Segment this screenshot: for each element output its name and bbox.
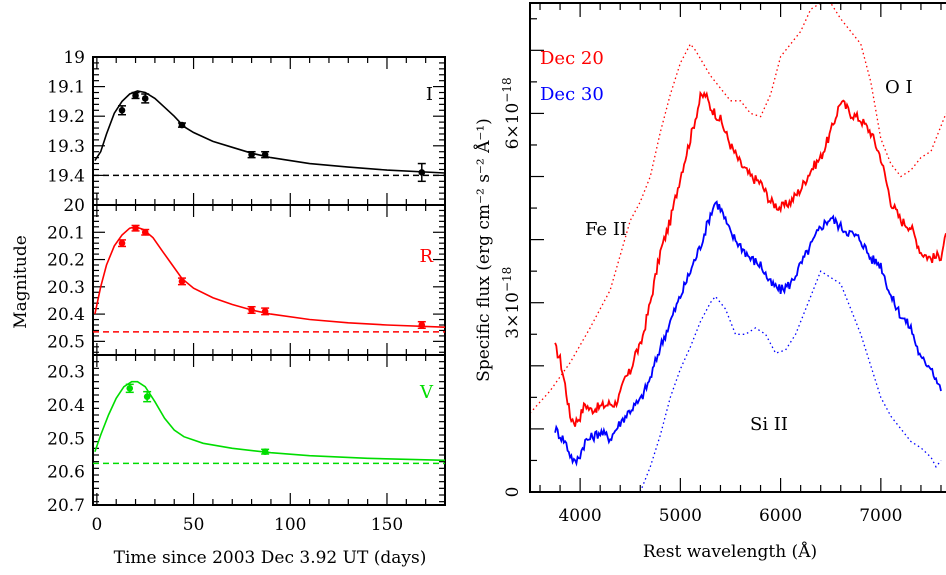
y-tick-label: 20.7 xyxy=(47,496,85,516)
y-tick-label: 19.2 xyxy=(47,107,85,127)
y-tick-label: 6×10−18 xyxy=(500,77,523,149)
data-point xyxy=(178,278,186,285)
data-point xyxy=(418,169,426,176)
v-band-panel: 20.3 20.4 20.5 20.6 20.7 V xyxy=(47,354,446,516)
time-axis-title: Time since 2003 Dec 3.92 UT (days) xyxy=(114,548,427,568)
x-tick-label: 50 xyxy=(183,515,205,535)
legend-dec-20: Dec 20 xyxy=(540,48,604,69)
y-tick-label: 20.5 xyxy=(47,332,85,352)
model-curve xyxy=(94,225,446,328)
spectra-axes: 4000 5000 6000 7000 0 3×10−18 6×10−18 xyxy=(500,2,946,526)
data-point xyxy=(132,224,139,232)
annotation-fe-ii: Fe II xyxy=(585,219,627,240)
annotation-o-i: O I xyxy=(885,77,913,98)
y-tick-label: 20.4 xyxy=(47,396,85,416)
x-tick-label: 4000 xyxy=(558,506,601,526)
data-point xyxy=(178,121,186,129)
data-point xyxy=(118,106,126,114)
data-point xyxy=(143,393,151,400)
y-tick-label: 3×10−18 xyxy=(500,267,523,339)
data-point xyxy=(141,228,149,236)
data-point xyxy=(132,92,139,99)
legend-dec-30: Dec 30 xyxy=(540,84,604,105)
r-band-panel: 20 20.1 20.2 20.3 20.4 20.5 R xyxy=(47,196,446,356)
y-tick-label: 20.5 xyxy=(47,429,85,449)
spectrum-line xyxy=(554,200,942,467)
data-point xyxy=(261,151,269,158)
model-curve xyxy=(94,90,446,174)
x-tick-label: 6000 xyxy=(759,506,802,526)
model-curve xyxy=(94,380,446,462)
y-tick-label: 20.2 xyxy=(47,251,85,271)
band-label: V xyxy=(419,382,434,403)
data-point xyxy=(141,95,149,102)
y-tick-label: 20.1 xyxy=(47,223,85,243)
time-axis-ticks: 0 50 100 150 xyxy=(91,515,403,535)
magnitude-axis-title: Magnitude xyxy=(11,235,31,329)
spectra-panel: 4000 5000 6000 7000 0 3×10−18 6×10−18 Rest wav… xyxy=(473,2,946,562)
y-tick-label: 19.3 xyxy=(47,137,85,157)
data-point xyxy=(418,321,426,329)
data-point xyxy=(248,306,255,314)
x-tick-label: 5000 xyxy=(659,506,702,526)
annotation-si-ii: Si II xyxy=(750,414,788,435)
y-tick-label: 19 xyxy=(63,48,85,68)
band-label: R xyxy=(419,246,433,267)
y-tick-label: 20.6 xyxy=(47,463,85,483)
spectra-series xyxy=(530,3,946,492)
data-point xyxy=(126,385,134,392)
data-point xyxy=(248,151,255,158)
band-label: I xyxy=(426,84,433,105)
data-point xyxy=(118,239,126,247)
data-point xyxy=(261,308,269,315)
model-spectrum-line xyxy=(530,3,946,414)
y-tick-label: 19.4 xyxy=(47,166,85,186)
y-tick-label: 20.3 xyxy=(47,363,85,383)
model-spectrum-line xyxy=(639,270,942,492)
data-point xyxy=(261,448,269,455)
x-tick-label: 7000 xyxy=(859,506,902,526)
panel-frame xyxy=(92,56,446,206)
panel-frame xyxy=(92,354,446,506)
y-tick-label: 0 xyxy=(503,487,523,498)
x-tick-label: 150 xyxy=(371,515,403,535)
i-band-panel: 19 19.1 19.2 19.3 19.4 I xyxy=(47,48,446,206)
y-tick-label: 20.4 xyxy=(47,305,85,325)
x-tick-label: 0 xyxy=(91,515,102,535)
y-tick-label: 20.3 xyxy=(47,278,85,298)
x-tick-label: 100 xyxy=(274,515,306,535)
y-tick-label: 19.1 xyxy=(47,78,85,98)
flux-axis-title: Specific flux (erg cm⁻² s⁻² Å⁻¹) xyxy=(473,118,494,382)
wavelength-axis-title: Rest wavelength (Å) xyxy=(643,541,817,562)
y-tick-label: 20 xyxy=(63,196,85,216)
spectrum-line xyxy=(554,90,946,427)
